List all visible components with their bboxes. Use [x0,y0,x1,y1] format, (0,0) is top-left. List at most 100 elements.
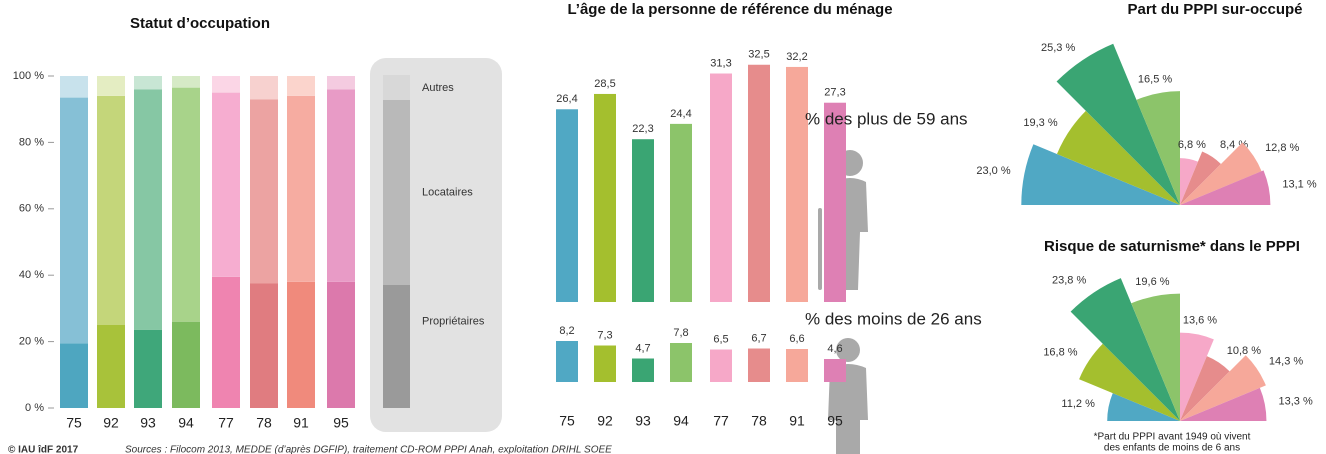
y-tick-label: 0 % [25,402,44,414]
x-tick-label: 77 [713,413,729,429]
bar [824,359,846,382]
legend-swatch [383,100,410,285]
y-tick-label: 20 % [19,336,44,348]
x-tick-label: 75 [66,415,82,431]
wedge [1070,278,1180,421]
value-label: 19,3 % [1023,117,1057,129]
footnote: *Part du PPPI avant 1949 où vivent [1094,432,1251,443]
bar [670,123,692,302]
value-label: 23,8 % [1052,275,1086,287]
bar [670,343,692,382]
value-label: 6,8 % [1178,139,1206,151]
wedge [1136,91,1180,205]
x-tick-label: 95 [827,413,843,429]
young-icon [828,338,868,454]
value-label: 19,6 % [1135,276,1169,288]
value-label: 22,3 [632,123,653,135]
y-tick-label: 40 % [19,269,44,281]
bar [786,66,808,302]
x-tick-label: 92 [597,413,613,429]
bar-segment [97,325,125,408]
x-tick-label: 93 [140,415,156,431]
bar-segment [134,329,162,408]
y-tick-label: 100 % [13,70,44,82]
bar-segment [212,276,240,408]
bar-segment [327,76,355,90]
legend-swatch [383,285,410,408]
chart-title: L’âge de la personne de référence du mén… [567,1,892,18]
bar-segment [250,99,278,284]
value-label: 28,5 [594,78,615,90]
x-tick-label: 78 [751,413,767,429]
wedge [1079,343,1180,421]
x-tick-label: 94 [673,413,689,429]
bar-segment [60,97,88,344]
bar [786,349,808,382]
series-label: % des plus de 59 ans [805,109,968,128]
wedge [1021,144,1180,205]
value-label: 13,3 % [1279,395,1313,407]
bar [710,349,732,382]
value-label: 32,5 [748,49,769,61]
legend-label: Locataires [422,186,473,198]
bar [594,93,616,302]
bar [556,341,578,382]
wedge [1180,355,1266,421]
value-label: 27,3 [824,87,845,99]
value-label: 16,5 % [1138,74,1172,86]
wedge [1131,293,1180,421]
value-label: 13,6 % [1183,314,1217,326]
chart-title: Part du PPPI sur-occupé [1127,1,1302,18]
value-label: 14,3 % [1269,355,1303,367]
value-label: 31,3 [710,57,731,69]
bar-segment [212,76,240,93]
value-label: 4,7 [635,342,650,354]
y-tick-label: 80 % [19,136,44,148]
bar [748,64,770,302]
value-label: 16,8 % [1043,346,1077,358]
value-label: 6,5 [713,333,728,345]
value-label: 11,2 % [1061,398,1095,410]
wedge [1180,170,1271,205]
x-tick-label: 75 [559,413,575,429]
value-label: 6,7 [751,332,766,344]
chart-title: Statut d’occupation [130,15,270,32]
bar-segment [287,76,315,96]
legend-label: Propriétaires [422,315,485,327]
wedge [1180,151,1221,205]
bar-segment [97,76,125,96]
value-label: 7,3 [597,329,612,341]
wedge [1180,158,1198,205]
bar [824,102,846,303]
value-label: 26,4 [556,93,577,105]
value-label: 8,2 [559,325,574,337]
bar-segment [250,283,278,408]
bar [710,73,732,302]
legend-swatch [383,75,410,100]
y-tick-label: 60 % [19,203,44,215]
x-tick-label: 91 [293,415,309,431]
x-tick-label: 94 [178,415,194,431]
bar [632,139,654,302]
x-tick-label: 78 [256,415,272,431]
bar-segment [250,76,278,100]
wedge [1180,332,1214,421]
bar [632,358,654,382]
wedge [1180,387,1267,421]
x-tick-label: 95 [333,415,349,431]
bar [556,109,578,302]
value-label: 12,8 % [1265,142,1299,154]
bar-segment [287,281,315,408]
value-label: 13,1 % [1282,179,1316,191]
bar-segment [327,89,355,282]
value-label: 4,6 [827,343,842,355]
bar-segment [134,76,162,90]
wedge [1056,43,1180,205]
sources: Sources : Filocom 2013, MEDDE (d’après D… [125,445,612,454]
bar-segment [327,281,355,408]
bar [594,345,616,382]
credit: © IAU îdF 2017 [8,445,79,454]
legend-label: Autres [422,82,454,94]
bar-segment [60,343,88,408]
